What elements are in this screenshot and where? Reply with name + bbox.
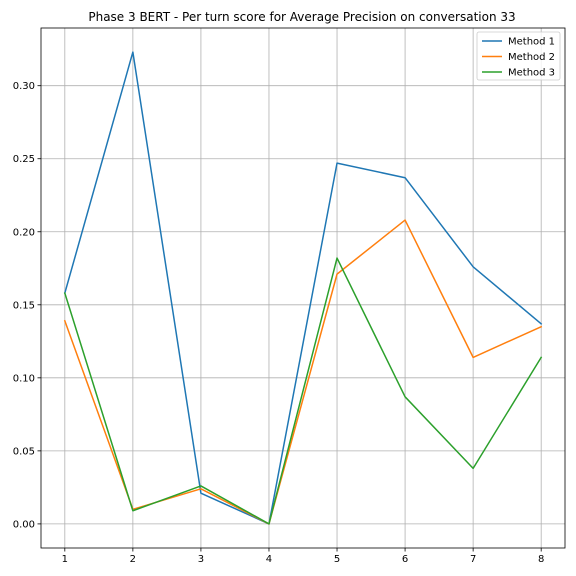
x-tick-label: 8 — [538, 554, 544, 565]
y-tick-label: 0.00 — [13, 519, 35, 530]
y-tick-label: 0.05 — [13, 446, 35, 457]
plot-area-frame — [40, 27, 566, 549]
x-tick-label: 4 — [266, 554, 272, 565]
legend: Method 1 Method 2 Method 3 — [476, 31, 561, 81]
y-tick-label: 0.25 — [13, 154, 35, 165]
y-tick-label: 0.10 — [13, 373, 35, 384]
legend-label-method-1: Method 1 — [508, 37, 555, 48]
y-tick-label: 0.30 — [13, 81, 35, 92]
chart-title: Phase 3 BERT - Per turn score for Averag… — [88, 10, 515, 24]
x-tick-label: 1 — [62, 554, 68, 565]
y-tick-label: 0.20 — [13, 227, 35, 238]
x-tick-label: 5 — [334, 554, 340, 565]
x-tick-label: 6 — [402, 554, 408, 565]
legend-label-method-2: Method 2 — [508, 52, 555, 63]
axis-ticks: 1 2 3 4 5 6 7 8 0.00 0.05 0.10 0.15 0.20 0.25 0.30 — [13, 81, 545, 565]
series-line-method-1 — [63, 51, 543, 525]
x-tick-label: 7 — [470, 554, 476, 565]
x-tick-label: 2 — [130, 554, 136, 565]
series-line-method-3 — [63, 257, 543, 525]
legend-box — [476, 31, 561, 81]
legend-label-method-3: Method 3 — [508, 68, 555, 79]
x-tick-label: 3 — [198, 554, 204, 565]
series-lines — [63, 51, 543, 525]
y-tick-label: 0.15 — [13, 300, 35, 311]
grid — [41, 28, 565, 548]
